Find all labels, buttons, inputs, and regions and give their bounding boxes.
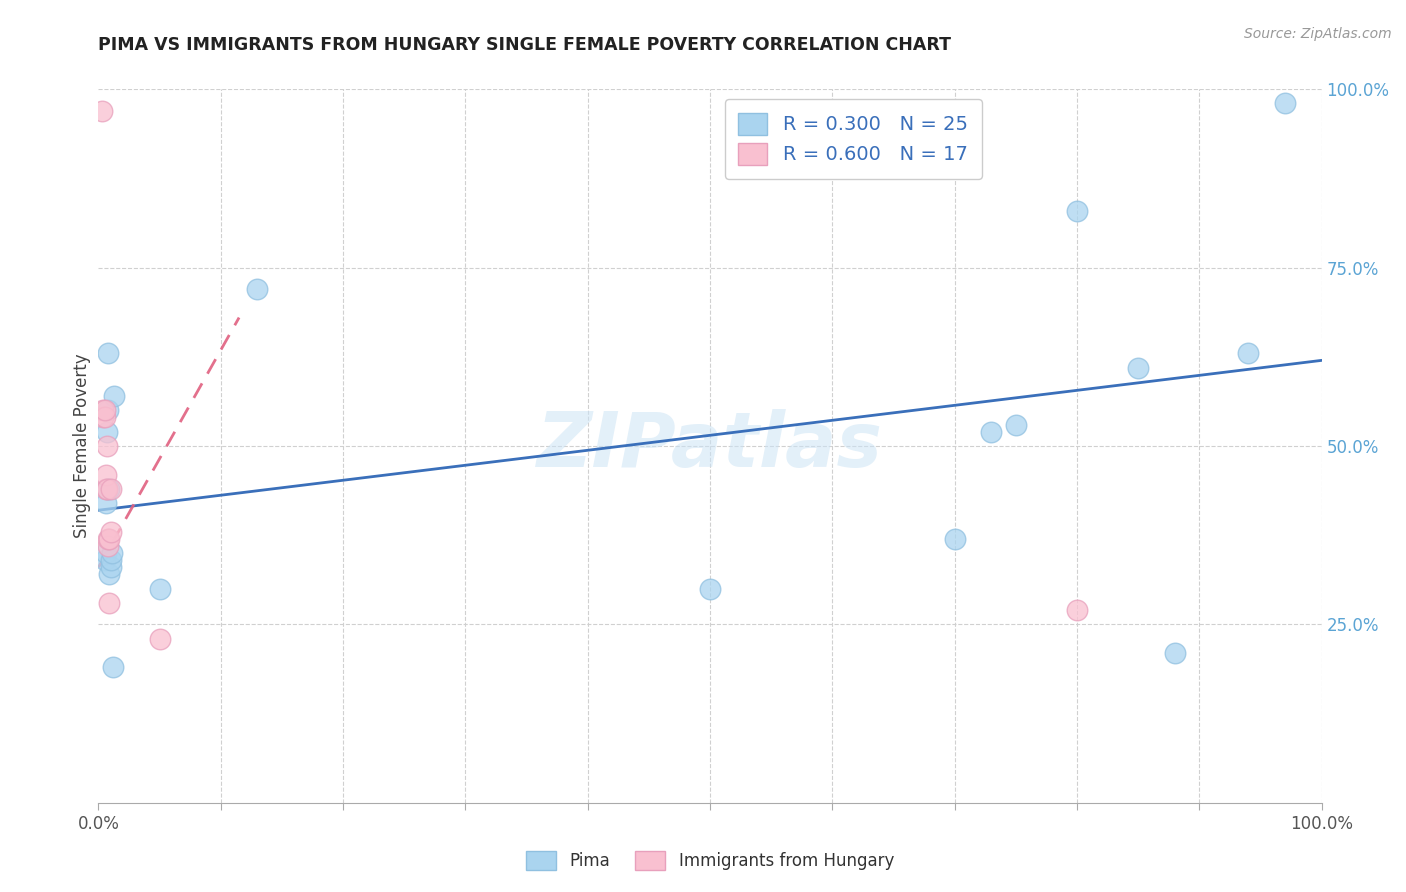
Point	[98, 532, 121, 546]
Point	[980, 425, 1002, 439]
Point	[699, 582, 721, 596]
Point	[97, 539, 120, 553]
Point	[91, 103, 114, 118]
Point	[943, 532, 966, 546]
Point	[100, 482, 122, 496]
Point	[96, 482, 118, 496]
Text: Source: ZipAtlas.com: Source: ZipAtlas.com	[1244, 27, 1392, 41]
Point	[1066, 203, 1088, 218]
Text: PIMA VS IMMIGRANTS FROM HUNGARY SINGLE FEMALE POVERTY CORRELATION CHART: PIMA VS IMMIGRANTS FROM HUNGARY SINGLE F…	[98, 36, 952, 54]
Point	[149, 632, 172, 646]
Point	[94, 546, 117, 560]
Point	[96, 482, 118, 496]
Point	[98, 482, 121, 496]
Point	[246, 282, 269, 296]
Point	[93, 403, 115, 417]
Point	[98, 567, 121, 582]
Point	[100, 560, 122, 574]
Legend: Pima, Immigrants from Hungary: Pima, Immigrants from Hungary	[519, 844, 901, 877]
Point	[101, 546, 124, 560]
Point	[101, 660, 124, 674]
Point	[91, 403, 114, 417]
Point	[103, 389, 125, 403]
Y-axis label: Single Female Poverty: Single Female Poverty	[73, 354, 91, 538]
Point	[94, 467, 117, 482]
Point	[1004, 417, 1026, 432]
Point	[97, 346, 120, 360]
Point	[100, 553, 122, 567]
Point	[97, 532, 120, 546]
Point	[98, 596, 121, 610]
Point	[97, 403, 120, 417]
Point	[96, 439, 118, 453]
Point	[93, 553, 115, 567]
Text: ZIPatlas: ZIPatlas	[537, 409, 883, 483]
Point	[96, 425, 118, 439]
Point	[91, 410, 114, 425]
Point	[94, 482, 117, 496]
Point	[1066, 603, 1088, 617]
Point	[1237, 346, 1260, 360]
Point	[1274, 96, 1296, 111]
Point	[1128, 360, 1150, 375]
Point	[93, 410, 115, 425]
Point	[149, 582, 172, 596]
Point	[94, 496, 117, 510]
Point	[1164, 646, 1187, 660]
Point	[100, 524, 122, 539]
